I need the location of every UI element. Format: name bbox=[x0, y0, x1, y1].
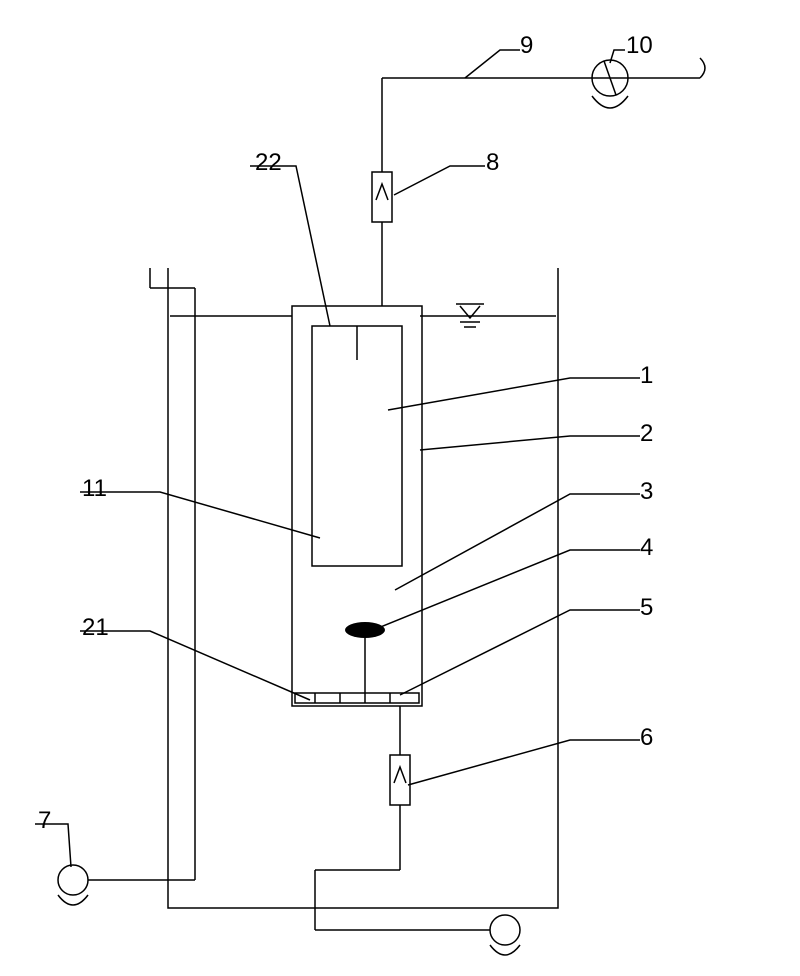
label-8: 8 bbox=[486, 149, 499, 177]
inlet-pipe bbox=[88, 268, 195, 880]
leaders bbox=[35, 50, 640, 867]
label-9: 9 bbox=[520, 32, 533, 60]
label-4: 4 bbox=[640, 534, 653, 562]
flowmeter-upper bbox=[372, 172, 392, 222]
pump-left bbox=[58, 865, 88, 905]
label-7: 7 bbox=[38, 807, 51, 835]
label-6: 6 bbox=[640, 724, 653, 752]
label-1: 1 bbox=[640, 362, 653, 390]
pump-top bbox=[592, 60, 628, 108]
water-level bbox=[170, 304, 556, 327]
label-2: 2 bbox=[640, 420, 653, 448]
air-inlet-pipe bbox=[315, 706, 490, 930]
flowmeter-lower bbox=[390, 755, 410, 805]
tank bbox=[168, 268, 558, 908]
membrane-module bbox=[312, 326, 402, 566]
label-10: 10 bbox=[626, 32, 653, 60]
outlet-pipe bbox=[357, 58, 705, 360]
pump-right bbox=[490, 915, 520, 955]
label-3: 3 bbox=[640, 478, 653, 506]
label-11: 11 bbox=[82, 475, 107, 503]
disc bbox=[345, 622, 385, 693]
label-22: 22 bbox=[255, 149, 282, 177]
label-21: 21 bbox=[82, 614, 109, 642]
label-5: 5 bbox=[640, 594, 653, 622]
schematic-canvas bbox=[0, 0, 800, 976]
